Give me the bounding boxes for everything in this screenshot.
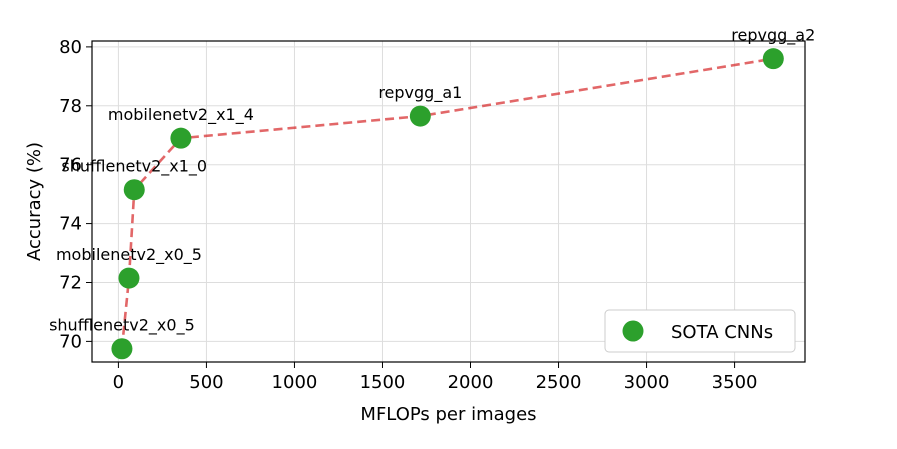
data-point xyxy=(762,48,784,70)
y-tick-label: 72 xyxy=(59,272,82,293)
data-point-label: mobilenetv2_x1_4 xyxy=(108,105,254,125)
y-tick-label: 74 xyxy=(59,214,82,235)
data-point-label: repvgg_a2 xyxy=(731,26,815,46)
y-tick-label: 70 xyxy=(59,331,82,352)
legend-box xyxy=(604,309,796,353)
plot-frame xyxy=(91,40,806,363)
x-tick-label: 3000 xyxy=(624,372,670,393)
x-tick-label: 0 xyxy=(113,372,124,393)
y-axis-ticks: 70 72 74 76 78 80 xyxy=(59,37,92,352)
point-labels: shufflenetv2_x0_5 mobilenetv2_x0_5 shuffle… xyxy=(49,26,815,336)
data-point xyxy=(118,267,140,289)
legend-entry-sota-cnns: SOTA CNNs xyxy=(671,322,773,343)
x-tick-label: 500 xyxy=(189,372,223,393)
y-tick-label: 76 xyxy=(59,155,82,176)
data-point xyxy=(123,179,145,201)
x-axis-ticks: 0 500 1000 1500 2000 2500 3000 3500 xyxy=(113,362,758,393)
x-tick-label: 2000 xyxy=(448,372,494,393)
x-tick-label: 1000 xyxy=(272,372,318,393)
y-axis-label: Accuracy (%) xyxy=(24,142,45,261)
data-point-label: mobilenetv2_x0_5 xyxy=(56,245,202,265)
legend-marker xyxy=(622,320,644,342)
data-point-label: shufflenetv2_x1_0 xyxy=(61,157,207,177)
x-tick-label: 1500 xyxy=(360,372,406,393)
data-points xyxy=(111,48,784,360)
series-line-group xyxy=(120,57,774,349)
series-line xyxy=(120,57,774,349)
data-point xyxy=(111,338,133,360)
x-tick-label: 3500 xyxy=(712,372,758,393)
x-axis-label: MFLOPs per images xyxy=(360,404,536,425)
x-tick-label: 2500 xyxy=(536,372,582,393)
legend: SOTA CNNs xyxy=(604,309,796,353)
y-tick-label: 80 xyxy=(59,37,82,58)
data-point-label: repvgg_a1 xyxy=(378,83,462,103)
data-point xyxy=(409,105,431,127)
data-point-label: shufflenetv2_x0_5 xyxy=(49,316,195,336)
y-tick-label: 78 xyxy=(59,96,82,117)
data-point xyxy=(170,127,192,149)
